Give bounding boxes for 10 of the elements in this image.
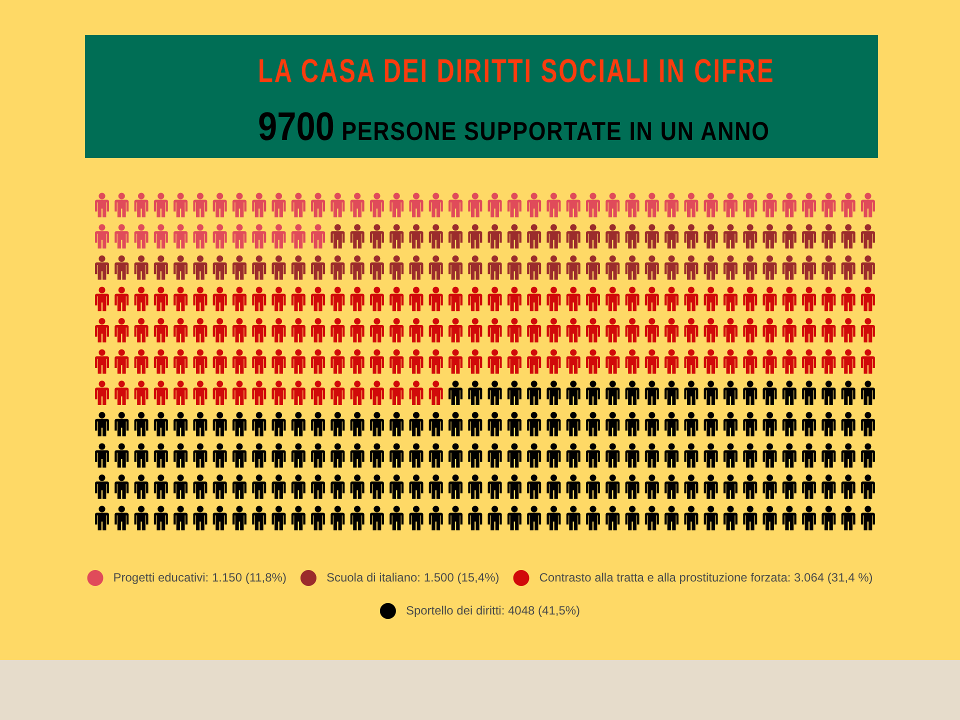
legend-label: Progetti educativi: <box>113 570 209 584</box>
data-label: 3.064 (31,4 %) <box>794 570 873 584</box>
data-label: 1.150 (11,8%) <box>212 570 286 584</box>
data-label: 1.500 (15,4%) <box>424 570 500 584</box>
text: LA CASA DEI DIRITTI SOCIALI IN CIFRE <box>258 52 775 89</box>
text: 9700 PERSONE SUPPORTATE IN UN ANNO <box>258 105 770 149</box>
legend-label: Contrasto alla tratta e alla prostituzione forzata: <box>539 570 791 584</box>
legend-label: Sportello dei diritti: <box>406 603 505 618</box>
data-label: 4048 (41,5%) <box>508 603 580 618</box>
legend-label: Scuola di italiano: <box>326 570 421 584</box>
